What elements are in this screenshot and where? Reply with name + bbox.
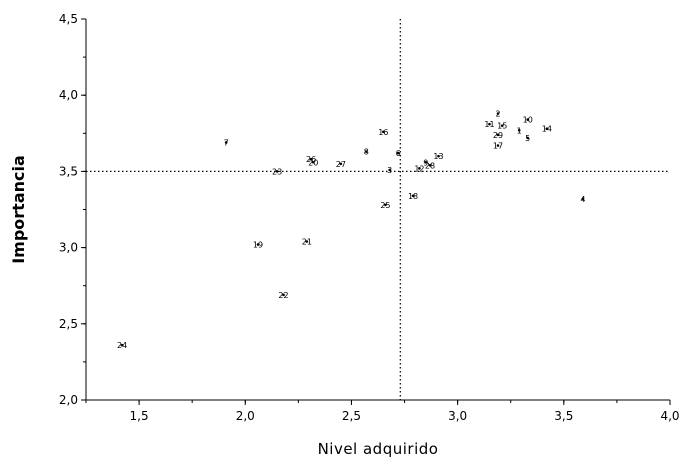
data-point: [526, 136, 530, 140]
data-point: [496, 144, 500, 147]
point-label: 11: [484, 120, 494, 129]
point-label: 10: [523, 116, 533, 125]
x-tick-label: 1,5: [130, 409, 149, 423]
point-label: 15: [497, 122, 507, 131]
data-point: [365, 150, 368, 153]
point-label: 7: [224, 138, 229, 147]
point-label: 18: [408, 192, 418, 201]
data-point: [339, 162, 343, 166]
point-label: 3: [387, 166, 392, 175]
data-point: [275, 170, 279, 173]
data-point: [437, 154, 440, 158]
point-label: 25: [380, 201, 390, 210]
point-label: 2: [495, 109, 500, 118]
data-point: [256, 243, 260, 246]
data-point: [382, 130, 385, 134]
data-point: [581, 197, 585, 201]
point-label: 16: [378, 128, 388, 137]
point-label: 17: [493, 141, 503, 150]
axes: [85, 19, 670, 401]
point-label: 6: [396, 149, 401, 158]
point-label: 20: [308, 158, 318, 167]
data-point: [120, 343, 124, 347]
y-axis-ticks: 2,0 2,5 3,0 3,5 4,0 4,5: [59, 12, 86, 407]
y-tick-label: 2,5: [59, 317, 78, 331]
data-point: [384, 203, 387, 207]
point-label: 12: [414, 164, 424, 173]
y-tick-label: 4,0: [59, 88, 78, 102]
point-label: 5: [525, 134, 530, 143]
point-label: 23: [272, 167, 282, 176]
point-label: 28: [425, 161, 435, 170]
point-label: 29: [493, 131, 503, 140]
point-label: 13: [433, 152, 443, 161]
x-tick-label: 2,5: [342, 409, 361, 423]
x-axis-ticks: 1,5 2,0 2,5 3,0 3,5 4,0: [85, 400, 680, 423]
point-label: 4: [580, 195, 585, 204]
data-point: [305, 240, 309, 243]
data-point: [388, 168, 391, 172]
data-point: [311, 160, 315, 164]
data-point: [418, 167, 421, 170]
point-label: 1: [517, 126, 522, 135]
data-point: [428, 164, 432, 167]
point-label: 24: [117, 341, 127, 350]
point-label: 26: [306, 155, 316, 164]
y-tick-label: 3,5: [59, 164, 78, 178]
data-points: 1234567891011121314151617181920212223242…: [117, 109, 585, 350]
data-point: [282, 293, 285, 297]
point-label: 8: [364, 148, 369, 157]
data-point: [424, 160, 428, 164]
data-point: [526, 118, 530, 121]
point-label: 21: [302, 238, 312, 247]
x-tick-label: 2,0: [236, 409, 255, 423]
data-point: [224, 141, 228, 144]
data-point: [396, 151, 400, 155]
y-tick-label: 2,0: [59, 393, 78, 407]
y-tick-label: 4,5: [59, 12, 78, 26]
data-point: [488, 122, 491, 126]
x-tick-label: 3,0: [448, 409, 467, 423]
data-point: [411, 194, 415, 198]
point-label: 9: [423, 158, 428, 167]
x-axis-title: Nivel adquirido: [318, 440, 439, 458]
x-tick-label: 3,5: [554, 409, 573, 423]
point-label: 19: [253, 241, 263, 250]
data-point: [517, 128, 521, 132]
data-point: [309, 157, 313, 161]
point-label: 14: [542, 125, 552, 134]
data-point: [496, 112, 500, 115]
x-tick-label: 4,0: [660, 409, 679, 423]
y-tick-label: 3,0: [59, 241, 78, 255]
point-label: 22: [278, 291, 288, 300]
y-axis-title: Importancia: [9, 155, 28, 264]
data-point: [496, 133, 500, 137]
data-point: [500, 124, 504, 127]
data-point: [545, 127, 549, 131]
reference-lines: [86, 19, 670, 400]
point-label: 27: [336, 160, 346, 169]
